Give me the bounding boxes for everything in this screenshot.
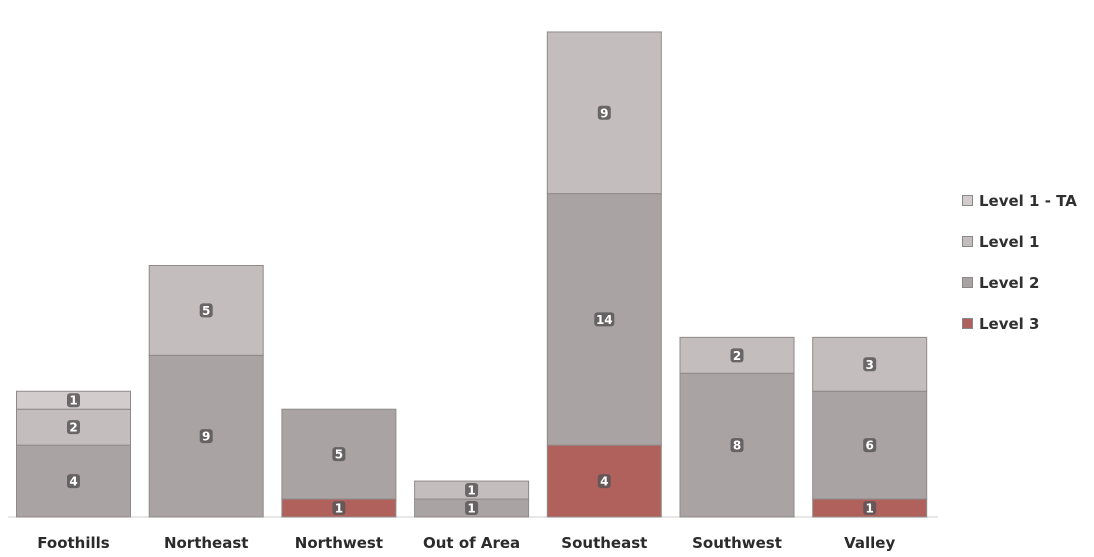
x-tick-label-northwest: Northwest (295, 534, 383, 552)
x-tick-label-southeast: Southeast (561, 534, 647, 552)
x-tick-label-foothills: Foothills (37, 534, 110, 552)
data-label: 4 (600, 475, 608, 489)
legend-label: Level 1 (979, 232, 1040, 251)
data-label-bg (67, 474, 80, 489)
x-tick-labels: Foothills Northeast Northwest Out of Area So… (37, 534, 895, 552)
data-label: 1 (467, 502, 475, 516)
legend-item-level-3: Level 3 (962, 303, 1077, 344)
data-label-bg (465, 501, 479, 516)
data-label: 9 (202, 430, 210, 444)
data-label-bg (67, 393, 80, 408)
data-label-bg (332, 501, 346, 516)
data-label-bg (730, 438, 744, 453)
data-label: 3 (866, 358, 874, 372)
x-tick-label-northeast: Northeast (164, 534, 249, 552)
legend-label: Level 1 - TA (979, 191, 1077, 210)
data-label-bg (863, 501, 877, 516)
data-label: 5 (202, 304, 210, 318)
data-label-bg (597, 105, 611, 120)
data-label: 2 (69, 421, 77, 435)
data-label: 8 (733, 439, 741, 453)
x-tick-label-valley: Valley (844, 534, 895, 552)
data-label-bg (863, 438, 877, 453)
legend-swatch (962, 195, 973, 206)
legend-item-level-1-ta: Level 1 - TA (962, 180, 1077, 221)
data-label-bg (332, 447, 346, 462)
data-label: 1 (69, 394, 77, 408)
data-label: 5 (335, 448, 343, 462)
x-tick-label-southwest: Southwest (692, 534, 782, 552)
data-label-bg (465, 483, 479, 498)
data-label: 6 (866, 439, 874, 453)
legend-label: Level 3 (979, 314, 1040, 333)
data-label: 2 (733, 349, 741, 363)
legend-swatch (962, 318, 973, 329)
data-label-bg (67, 420, 80, 435)
data-label: 1 (335, 502, 343, 516)
data-label: 1 (866, 502, 874, 516)
x-tick-label-out-of-area: Out of Area (423, 534, 520, 552)
legend-swatch (962, 277, 973, 288)
data-label: 14 (596, 313, 613, 327)
data-label-bg (863, 357, 877, 372)
data-label-bg (597, 474, 611, 489)
legend-item-level-1: Level 1 (962, 221, 1077, 262)
data-label-bg (199, 429, 213, 444)
data-label-bg (199, 303, 213, 318)
legend: Level 1 - TA Level 1 Level 2 Level 3 (962, 180, 1077, 344)
data-label: 1 (467, 484, 475, 498)
data-label-bg (730, 348, 744, 363)
data-label-bg (594, 312, 615, 327)
legend-swatch (962, 236, 973, 247)
data-label: 4 (69, 475, 77, 489)
legend-item-level-2: Level 2 (962, 262, 1077, 303)
legend-label: Level 2 (979, 273, 1040, 292)
data-label: 9 (600, 106, 608, 120)
